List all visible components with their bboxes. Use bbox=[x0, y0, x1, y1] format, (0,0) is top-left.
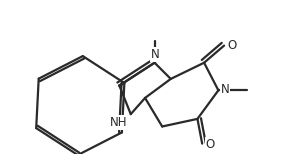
Text: NH: NH bbox=[110, 116, 127, 129]
Text: O: O bbox=[206, 138, 215, 151]
Text: N: N bbox=[151, 48, 159, 61]
Text: O: O bbox=[227, 38, 237, 52]
Text: N: N bbox=[221, 83, 229, 96]
